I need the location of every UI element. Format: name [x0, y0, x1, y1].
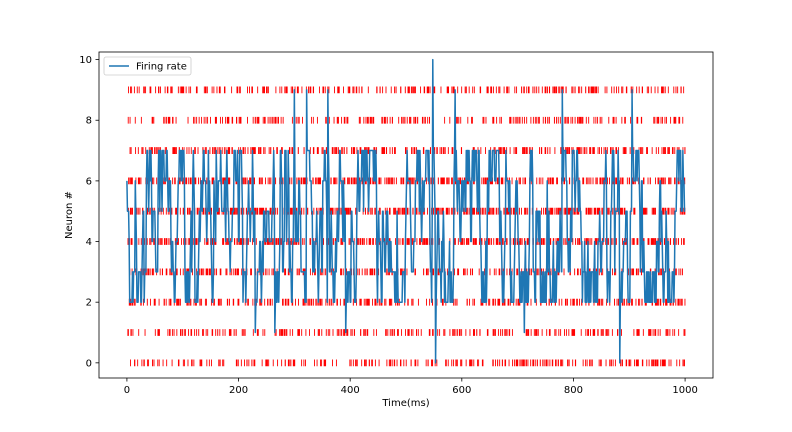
x-tick-label-200: 200 [229, 385, 248, 396]
y-tick-label-10: 10 [79, 55, 92, 66]
legend: Firing rate [103, 56, 192, 76]
spike-row-neuron-8 [127, 116, 684, 124]
y-tick-label-2: 2 [86, 298, 92, 309]
firing-rate-line [126, 58, 686, 364]
spike-row-neuron-0 [130, 359, 685, 367]
x-tick-label-800: 800 [564, 385, 583, 396]
y-axis-title: Neuron # [64, 191, 75, 239]
spike-ticks-neuron-9 [127, 86, 685, 94]
spike-ticks-neuron-0 [130, 359, 685, 367]
x-tick-label-0: 0 [124, 385, 130, 396]
legend-box [103, 56, 192, 76]
plot-frame [98, 51, 714, 379]
x-axis-title: Time(ms) [381, 398, 429, 409]
y-tick-label-0: 0 [86, 358, 92, 369]
spike-ticks-neuron-1 [127, 329, 686, 336]
x-tick-label-1000: 1000 [672, 385, 697, 396]
spike-ticks-neuron-8 [127, 116, 684, 124]
x-tick-label-400: 400 [341, 385, 360, 396]
y-tick-label-8: 8 [86, 116, 92, 127]
legend-label-firing-rate: Firing rate [136, 62, 187, 73]
y-axis: 0 2 4 6 8 10 [79, 55, 99, 369]
spike-row-neuron-9 [127, 86, 685, 94]
spike-row-neuron-1 [127, 329, 686, 336]
x-tick-label-600: 600 [452, 385, 471, 396]
y-tick-label-6: 6 [86, 176, 92, 187]
x-axis: 0 200 400 600 800 1000 [124, 378, 698, 396]
y-tick-label-4: 4 [86, 237, 92, 248]
firing-rate-series [126, 58, 686, 364]
